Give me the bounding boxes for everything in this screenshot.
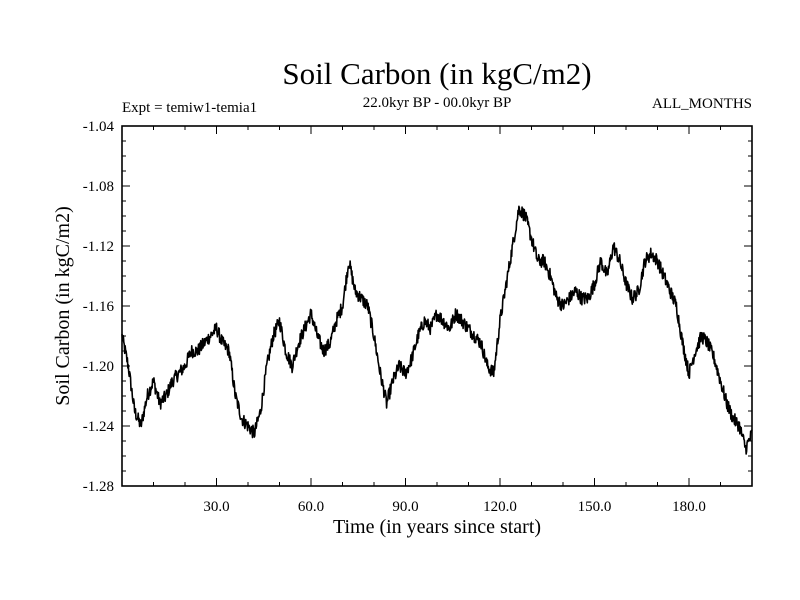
subtitle-left: Expt = temiw1-temia1	[122, 100, 257, 116]
y-tick-label: -1.24	[83, 419, 115, 435]
subtitle-center: 22.0kyr BP - 00.0kyr BP	[363, 95, 512, 111]
y-tick-label: -1.28	[83, 479, 114, 495]
x-tick-label: 180.0	[672, 499, 706, 515]
y-tick-label: -1.12	[83, 239, 114, 255]
chart-title: Soil Carbon (in kgC/m2)	[282, 56, 591, 91]
x-tick-label: 120.0	[483, 499, 517, 515]
x-tick-label: 90.0	[392, 499, 418, 515]
y-axis-label: Soil Carbon (in kgC/m2)	[52, 206, 74, 405]
x-axis-label: Time (in years since start)	[333, 516, 541, 538]
axis-ticks	[122, 125, 752, 487]
y-tick-label: -1.08	[83, 179, 114, 195]
series-line-soil-carbon	[121, 205, 753, 455]
y-tick-labels: -1.28 -1.24 -1.20 -1.16 -1.12 -1.08 -1.04	[83, 119, 115, 495]
x-tick-labels: 30.0 60.0 90.0 120.0 150.0 180.0	[203, 499, 706, 515]
y-tick-label: -1.16	[83, 299, 115, 315]
x-tick-label: 150.0	[578, 499, 612, 515]
y-tick-label: -1.20	[83, 359, 114, 375]
x-tick-label: 60.0	[298, 499, 324, 515]
plot-frame	[121, 125, 753, 487]
x-tick-label: 30.0	[203, 499, 229, 515]
y-tick-label: -1.04	[83, 119, 115, 135]
subtitle-right: ALL_MONTHS	[652, 96, 752, 112]
